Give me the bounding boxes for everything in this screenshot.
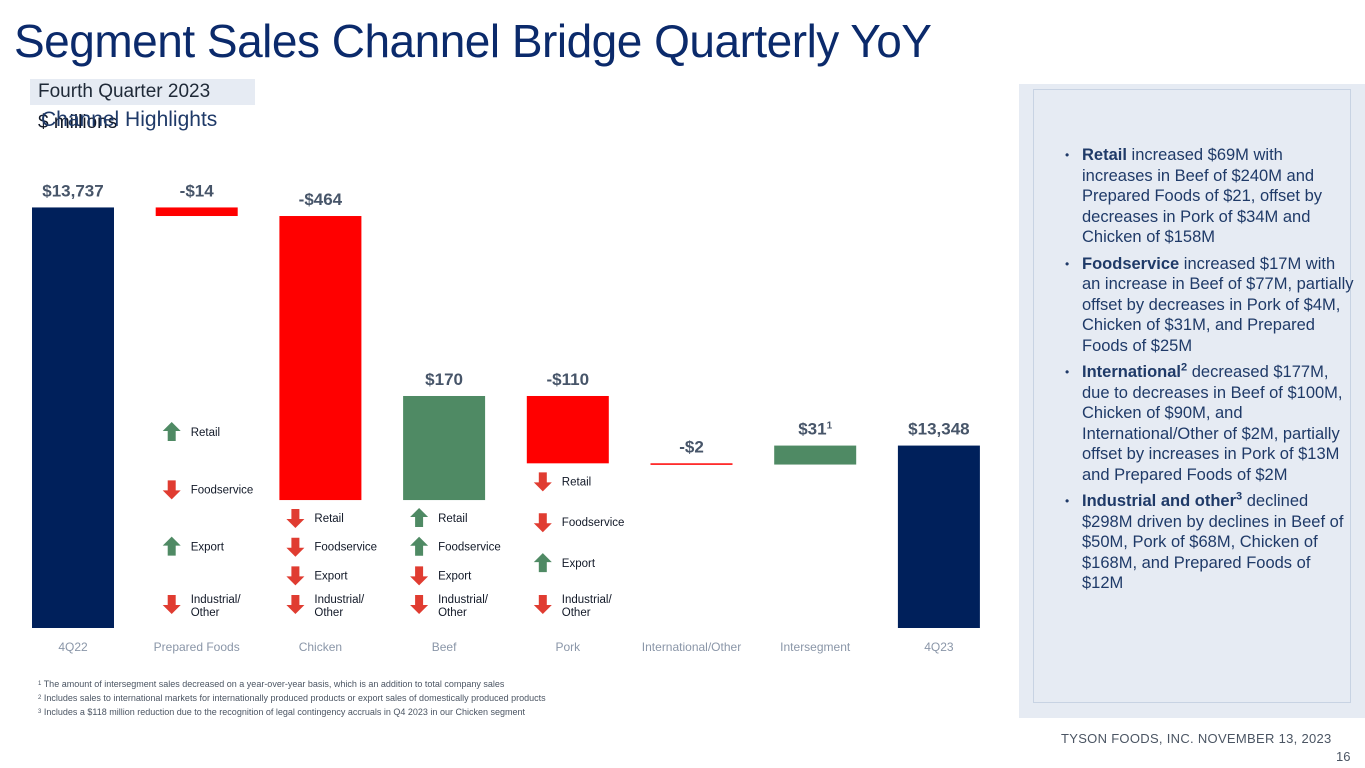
channel-label-beef-export: Export	[438, 570, 472, 582]
footnotes: 1 The amount of intersegment sales decre…	[38, 677, 546, 719]
bar-4q23	[897, 445, 980, 628]
arrow-down-icon-beef-export	[410, 566, 429, 586]
bar-prepared-foods	[155, 207, 238, 217]
page-title: Segment Sales Channel Bridge Quarterly Y…	[14, 15, 932, 67]
category-label-4q22: 4Q22	[58, 640, 88, 654]
footnote-3: 3 Includes a $118 million reduction due …	[38, 707, 525, 717]
footer-company-date: TYSON FOODS, INC. NOVEMBER 13, 2023	[1061, 731, 1332, 746]
category-label-chicken: Chicken	[299, 640, 342, 654]
bar-intersegment	[774, 445, 857, 465]
arrow-down-icon-pork-retail	[533, 472, 552, 492]
category-label-international-other: International/Other	[642, 640, 741, 654]
arrow-up-icon-prepared-foods-export	[162, 536, 181, 556]
arrow-down-icon-chicken-foodservice	[286, 537, 305, 557]
units-label: $ millions	[38, 112, 118, 133]
highlights-list: • Retail increased $69M with increases in…	[1065, 145, 1355, 600]
arrow-down-icon-chicken-industrial-other	[286, 595, 305, 614]
highlights-panel	[1019, 84, 1365, 718]
channel-label-beef-industrial-other: Industrial/Other	[438, 594, 489, 619]
footnote-1: 1 The amount of intersegment sales decre…	[38, 679, 505, 689]
arrow-down-icon-prepared-foods-industrial-other	[162, 595, 181, 614]
data-label-4q22: $13,737	[42, 181, 103, 200]
bar-beef	[403, 395, 486, 501]
channel-label-chicken-foodservice: Foodservice	[314, 542, 377, 554]
channel-label-beef-foodservice: Foodservice	[438, 542, 501, 554]
arrow-down-icon-pork-industrial-other	[533, 595, 552, 614]
highlights-title: Channel Highlights	[41, 108, 218, 131]
category-label-4q23: 4Q23	[924, 640, 954, 654]
channel-label-prepared-foods-foodservice: Foodservice	[191, 484, 254, 496]
highlight-item-international: • International2 decreased $177M, due to …	[1065, 361, 1343, 484]
channel-label-pork-export: Export	[562, 558, 596, 570]
page-number: 16	[1336, 749, 1351, 764]
period-badge: Fourth Quarter 2023	[30, 79, 255, 105]
arrow-down-icon-pork-foodservice	[533, 513, 552, 533]
channel-label-chicken-export: Export	[314, 570, 348, 582]
channel-label-chicken-industrial-other: Industrial/Other	[314, 594, 365, 619]
category-label-beef: Beef	[432, 640, 457, 654]
category-label-intersegment: Intersegment	[780, 640, 851, 654]
highlight-item-foodservice: • Foodservice increased $17M with an incr…	[1065, 254, 1354, 355]
channel-label-pork-retail: Retail	[562, 476, 591, 488]
bar-4q22	[32, 207, 114, 629]
data-label-prepared-foods: -$14	[180, 181, 215, 200]
data-label-pork: -$110	[547, 370, 590, 389]
channel-label-pork-industrial-other: Industrial/Other	[562, 594, 613, 619]
highlights-panel-border	[1033, 89, 1351, 703]
arrow-down-icon-beef-industrial-other	[410, 595, 429, 614]
channel-label-chicken-retail: Retail	[314, 513, 343, 525]
highlight-item-industrial: • Industrial and other3 declined $298M dr…	[1065, 490, 1344, 592]
channel-label-prepared-foods-retail: Retail	[191, 427, 220, 439]
data-label-international-other: -$2	[679, 437, 704, 456]
channel-label-prepared-foods-export: Export	[191, 542, 225, 554]
data-label-chicken: -$464	[299, 190, 343, 209]
arrow-down-icon-chicken-retail	[286, 509, 305, 529]
channel-label-beef-retail: Retail	[438, 513, 467, 525]
category-label-pork: Pork	[555, 640, 581, 654]
bar-international-other	[650, 463, 733, 465]
arrow-up-icon-pork-export	[533, 553, 552, 573]
arrow-down-icon-chicken-export	[286, 566, 305, 586]
footnote-2: 2 Includes sales to international market…	[38, 693, 546, 703]
data-label-4q23: $13,348	[908, 420, 969, 439]
bar-pork	[526, 395, 609, 464]
category-label-prepared-foods: Prepared Foods	[154, 640, 240, 654]
data-label-beef: $170	[425, 370, 463, 389]
arrow-down-icon-prepared-foods-foodservice	[162, 480, 181, 500]
channel-label-prepared-foods-industrial-other: Industrial/Other	[191, 594, 242, 619]
arrow-up-icon-beef-retail	[410, 508, 429, 528]
waterfall-chart: $13,737 4Q22 -$14 Prepared Foods Retail Foods…	[32, 181, 980, 654]
data-label-intersegment: $311	[798, 420, 832, 439]
highlight-item-retail: • Retail increased $69M with increases in…	[1065, 146, 1323, 246]
bar-chicken	[279, 216, 362, 501]
period-label: Fourth Quarter 2023	[38, 81, 211, 102]
channel-label-pork-foodservice: Foodservice	[562, 517, 625, 529]
arrow-up-icon-prepared-foods-retail	[162, 422, 181, 441]
arrow-up-icon-beef-foodservice	[410, 536, 429, 556]
